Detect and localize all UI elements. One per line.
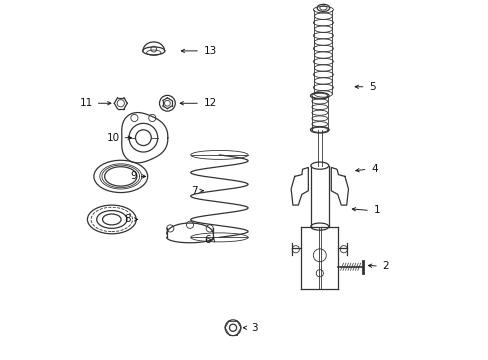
- Text: 11: 11: [80, 98, 93, 108]
- Text: 13: 13: [203, 46, 216, 56]
- Text: 7: 7: [191, 186, 198, 196]
- Text: 9: 9: [130, 171, 137, 181]
- Text: 5: 5: [368, 82, 375, 92]
- Text: 4: 4: [370, 164, 377, 174]
- Text: 8: 8: [124, 215, 131, 224]
- Text: 6: 6: [204, 235, 211, 245]
- Text: 2: 2: [382, 261, 388, 271]
- Text: 12: 12: [203, 98, 216, 108]
- Text: 10: 10: [107, 133, 120, 143]
- Text: 3: 3: [250, 323, 257, 333]
- Text: 1: 1: [373, 206, 380, 216]
